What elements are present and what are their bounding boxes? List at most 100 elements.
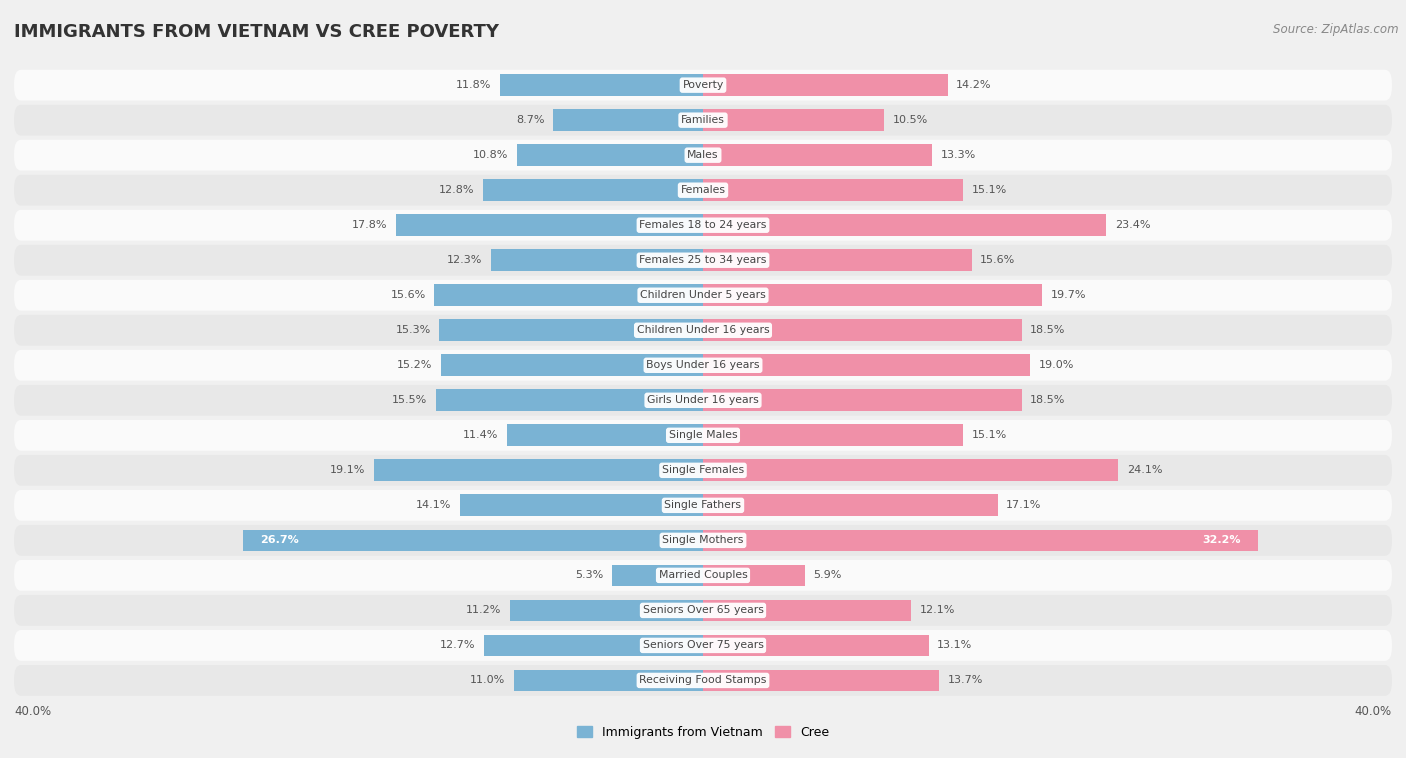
Bar <box>510 600 703 622</box>
Text: 19.1%: 19.1% <box>330 465 366 475</box>
Bar <box>374 459 703 481</box>
Text: 15.2%: 15.2% <box>398 360 433 370</box>
Text: 13.1%: 13.1% <box>938 641 973 650</box>
Text: 19.0%: 19.0% <box>1039 360 1074 370</box>
FancyBboxPatch shape <box>14 350 1392 381</box>
Bar <box>703 180 963 201</box>
Text: Seniors Over 75 years: Seniors Over 75 years <box>643 641 763 650</box>
Text: 15.1%: 15.1% <box>972 431 1007 440</box>
Bar <box>703 284 1042 306</box>
Text: Females: Females <box>681 185 725 196</box>
Text: 23.4%: 23.4% <box>1115 221 1150 230</box>
FancyBboxPatch shape <box>14 245 1392 276</box>
Text: Boys Under 16 years: Boys Under 16 years <box>647 360 759 370</box>
Bar <box>506 424 703 446</box>
Legend: Immigrants from Vietnam, Cree: Immigrants from Vietnam, Cree <box>572 721 834 744</box>
Bar <box>517 144 703 166</box>
Text: 26.7%: 26.7% <box>260 535 299 545</box>
Bar <box>396 215 703 236</box>
Text: 15.6%: 15.6% <box>391 290 426 300</box>
Text: 17.1%: 17.1% <box>1007 500 1042 510</box>
Bar <box>513 669 703 691</box>
Bar <box>703 355 1031 376</box>
Text: 11.4%: 11.4% <box>463 431 498 440</box>
Text: 17.8%: 17.8% <box>353 221 388 230</box>
Text: Girls Under 16 years: Girls Under 16 years <box>647 396 759 406</box>
Bar <box>482 180 703 201</box>
Bar <box>243 530 703 551</box>
FancyBboxPatch shape <box>14 560 1392 590</box>
Text: 13.3%: 13.3% <box>941 150 976 160</box>
Text: Single Fathers: Single Fathers <box>665 500 741 510</box>
Text: IMMIGRANTS FROM VIETNAM VS CREE POVERTY: IMMIGRANTS FROM VIETNAM VS CREE POVERTY <box>14 23 499 41</box>
FancyBboxPatch shape <box>14 630 1392 661</box>
FancyBboxPatch shape <box>14 280 1392 311</box>
Text: 11.2%: 11.2% <box>467 606 502 615</box>
FancyBboxPatch shape <box>14 455 1392 486</box>
Text: Single Mothers: Single Mothers <box>662 535 744 545</box>
FancyBboxPatch shape <box>14 595 1392 626</box>
Text: Males: Males <box>688 150 718 160</box>
FancyBboxPatch shape <box>14 490 1392 521</box>
Bar <box>441 355 703 376</box>
Bar <box>703 424 963 446</box>
Text: 12.3%: 12.3% <box>447 255 482 265</box>
Text: 24.1%: 24.1% <box>1126 465 1163 475</box>
Bar <box>703 74 948 96</box>
Text: 5.3%: 5.3% <box>575 570 603 581</box>
Text: Females 18 to 24 years: Females 18 to 24 years <box>640 221 766 230</box>
Bar <box>703 459 1118 481</box>
FancyBboxPatch shape <box>14 105 1392 136</box>
Text: 12.8%: 12.8% <box>439 185 474 196</box>
FancyBboxPatch shape <box>14 525 1392 556</box>
Text: Single Males: Single Males <box>669 431 737 440</box>
Bar <box>553 109 703 131</box>
Text: 32.2%: 32.2% <box>1202 535 1240 545</box>
Bar <box>499 74 703 96</box>
Text: Receiving Food Stamps: Receiving Food Stamps <box>640 675 766 685</box>
Text: 10.5%: 10.5% <box>893 115 928 125</box>
Text: 11.0%: 11.0% <box>470 675 505 685</box>
Bar <box>491 249 703 271</box>
Text: 10.8%: 10.8% <box>472 150 509 160</box>
Text: 12.1%: 12.1% <box>920 606 956 615</box>
Text: 13.7%: 13.7% <box>948 675 983 685</box>
Text: 18.5%: 18.5% <box>1031 325 1066 335</box>
Text: Children Under 5 years: Children Under 5 years <box>640 290 766 300</box>
Text: Poverty: Poverty <box>682 80 724 90</box>
Text: 19.7%: 19.7% <box>1050 290 1087 300</box>
FancyBboxPatch shape <box>14 385 1392 415</box>
Bar <box>703 634 928 656</box>
FancyBboxPatch shape <box>14 70 1392 101</box>
Bar <box>703 319 1022 341</box>
Bar <box>703 530 1257 551</box>
Bar <box>484 634 703 656</box>
Bar <box>703 494 997 516</box>
Text: 14.2%: 14.2% <box>956 80 991 90</box>
FancyBboxPatch shape <box>14 210 1392 240</box>
FancyBboxPatch shape <box>14 139 1392 171</box>
Bar <box>703 390 1022 411</box>
Bar <box>440 319 703 341</box>
Bar <box>703 109 884 131</box>
Text: 11.8%: 11.8% <box>456 80 491 90</box>
Text: 15.3%: 15.3% <box>395 325 430 335</box>
Text: 12.7%: 12.7% <box>440 641 475 650</box>
Bar <box>434 284 703 306</box>
Bar <box>703 249 972 271</box>
Bar <box>436 390 703 411</box>
Text: Married Couples: Married Couples <box>658 570 748 581</box>
Text: 8.7%: 8.7% <box>516 115 544 125</box>
Text: Single Females: Single Females <box>662 465 744 475</box>
Text: Seniors Over 65 years: Seniors Over 65 years <box>643 606 763 615</box>
Text: 15.1%: 15.1% <box>972 185 1007 196</box>
Text: 40.0%: 40.0% <box>1355 705 1392 718</box>
Bar <box>703 215 1107 236</box>
Text: 5.9%: 5.9% <box>813 570 842 581</box>
Bar <box>703 144 932 166</box>
Text: Children Under 16 years: Children Under 16 years <box>637 325 769 335</box>
Text: 15.6%: 15.6% <box>980 255 1015 265</box>
FancyBboxPatch shape <box>14 420 1392 451</box>
Text: Families: Families <box>681 115 725 125</box>
Bar <box>703 565 804 586</box>
